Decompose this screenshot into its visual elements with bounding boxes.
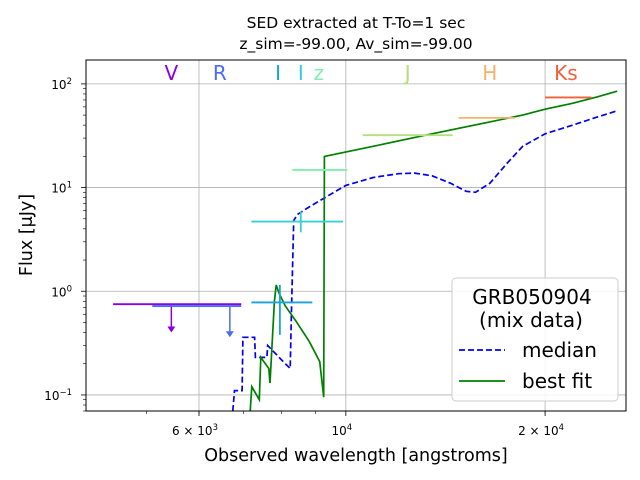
y-tick-label: 101: [51, 181, 72, 196]
x-axis: 6 × 103 104 2 × 104: [146, 411, 564, 438]
filter-label-h: H: [482, 61, 497, 85]
legend-title-line1: GRB050904: [472, 285, 591, 309]
y-axis: 10−1 100 101 102: [44, 77, 86, 412]
measurement-v-arrow-head: [167, 326, 176, 333]
filter-label-j: J: [403, 61, 411, 85]
filter-label-v: V: [165, 61, 179, 85]
chart-title-line2: z_sim=-99.00, Av_sim=-99.00: [239, 35, 472, 54]
y-axis-label: Flux [μJy]: [17, 194, 37, 276]
x-tick-label: 104: [331, 423, 352, 438]
legend-label-median: median: [522, 338, 597, 362]
filter-label-i: I: [275, 61, 281, 85]
chart-title-line1: SED extracted at T-To=1 sec: [247, 14, 466, 32]
grid: [86, 60, 626, 411]
measurement-r-arrow-head: [225, 331, 234, 338]
x-tick-label: 6 × 103: [172, 423, 218, 438]
y-tick-label: 10−1: [44, 388, 72, 403]
filter-label-r: R: [213, 61, 227, 85]
legend-title-line2: (mix data): [479, 308, 583, 332]
legend-box: [451, 277, 619, 402]
series-line-median: [231, 109, 618, 411]
filter-label-ks: Ks: [554, 61, 578, 85]
plot-frame: [85, 59, 627, 412]
x-tick-label: 2 × 104: [518, 423, 564, 438]
y-tick-label: 102: [51, 77, 72, 92]
y-tick-label: 100: [51, 284, 72, 299]
series-line-best-fit: [249, 90, 618, 411]
legend: GRB050904 (mix data) median best fit: [451, 277, 619, 402]
filter-label-z: z: [313, 61, 324, 85]
x-axis-label: Observed wavelength [angstroms]: [204, 446, 508, 466]
legend-label-best-fit: best fit: [522, 369, 592, 393]
filter-label-i: I: [298, 61, 304, 85]
